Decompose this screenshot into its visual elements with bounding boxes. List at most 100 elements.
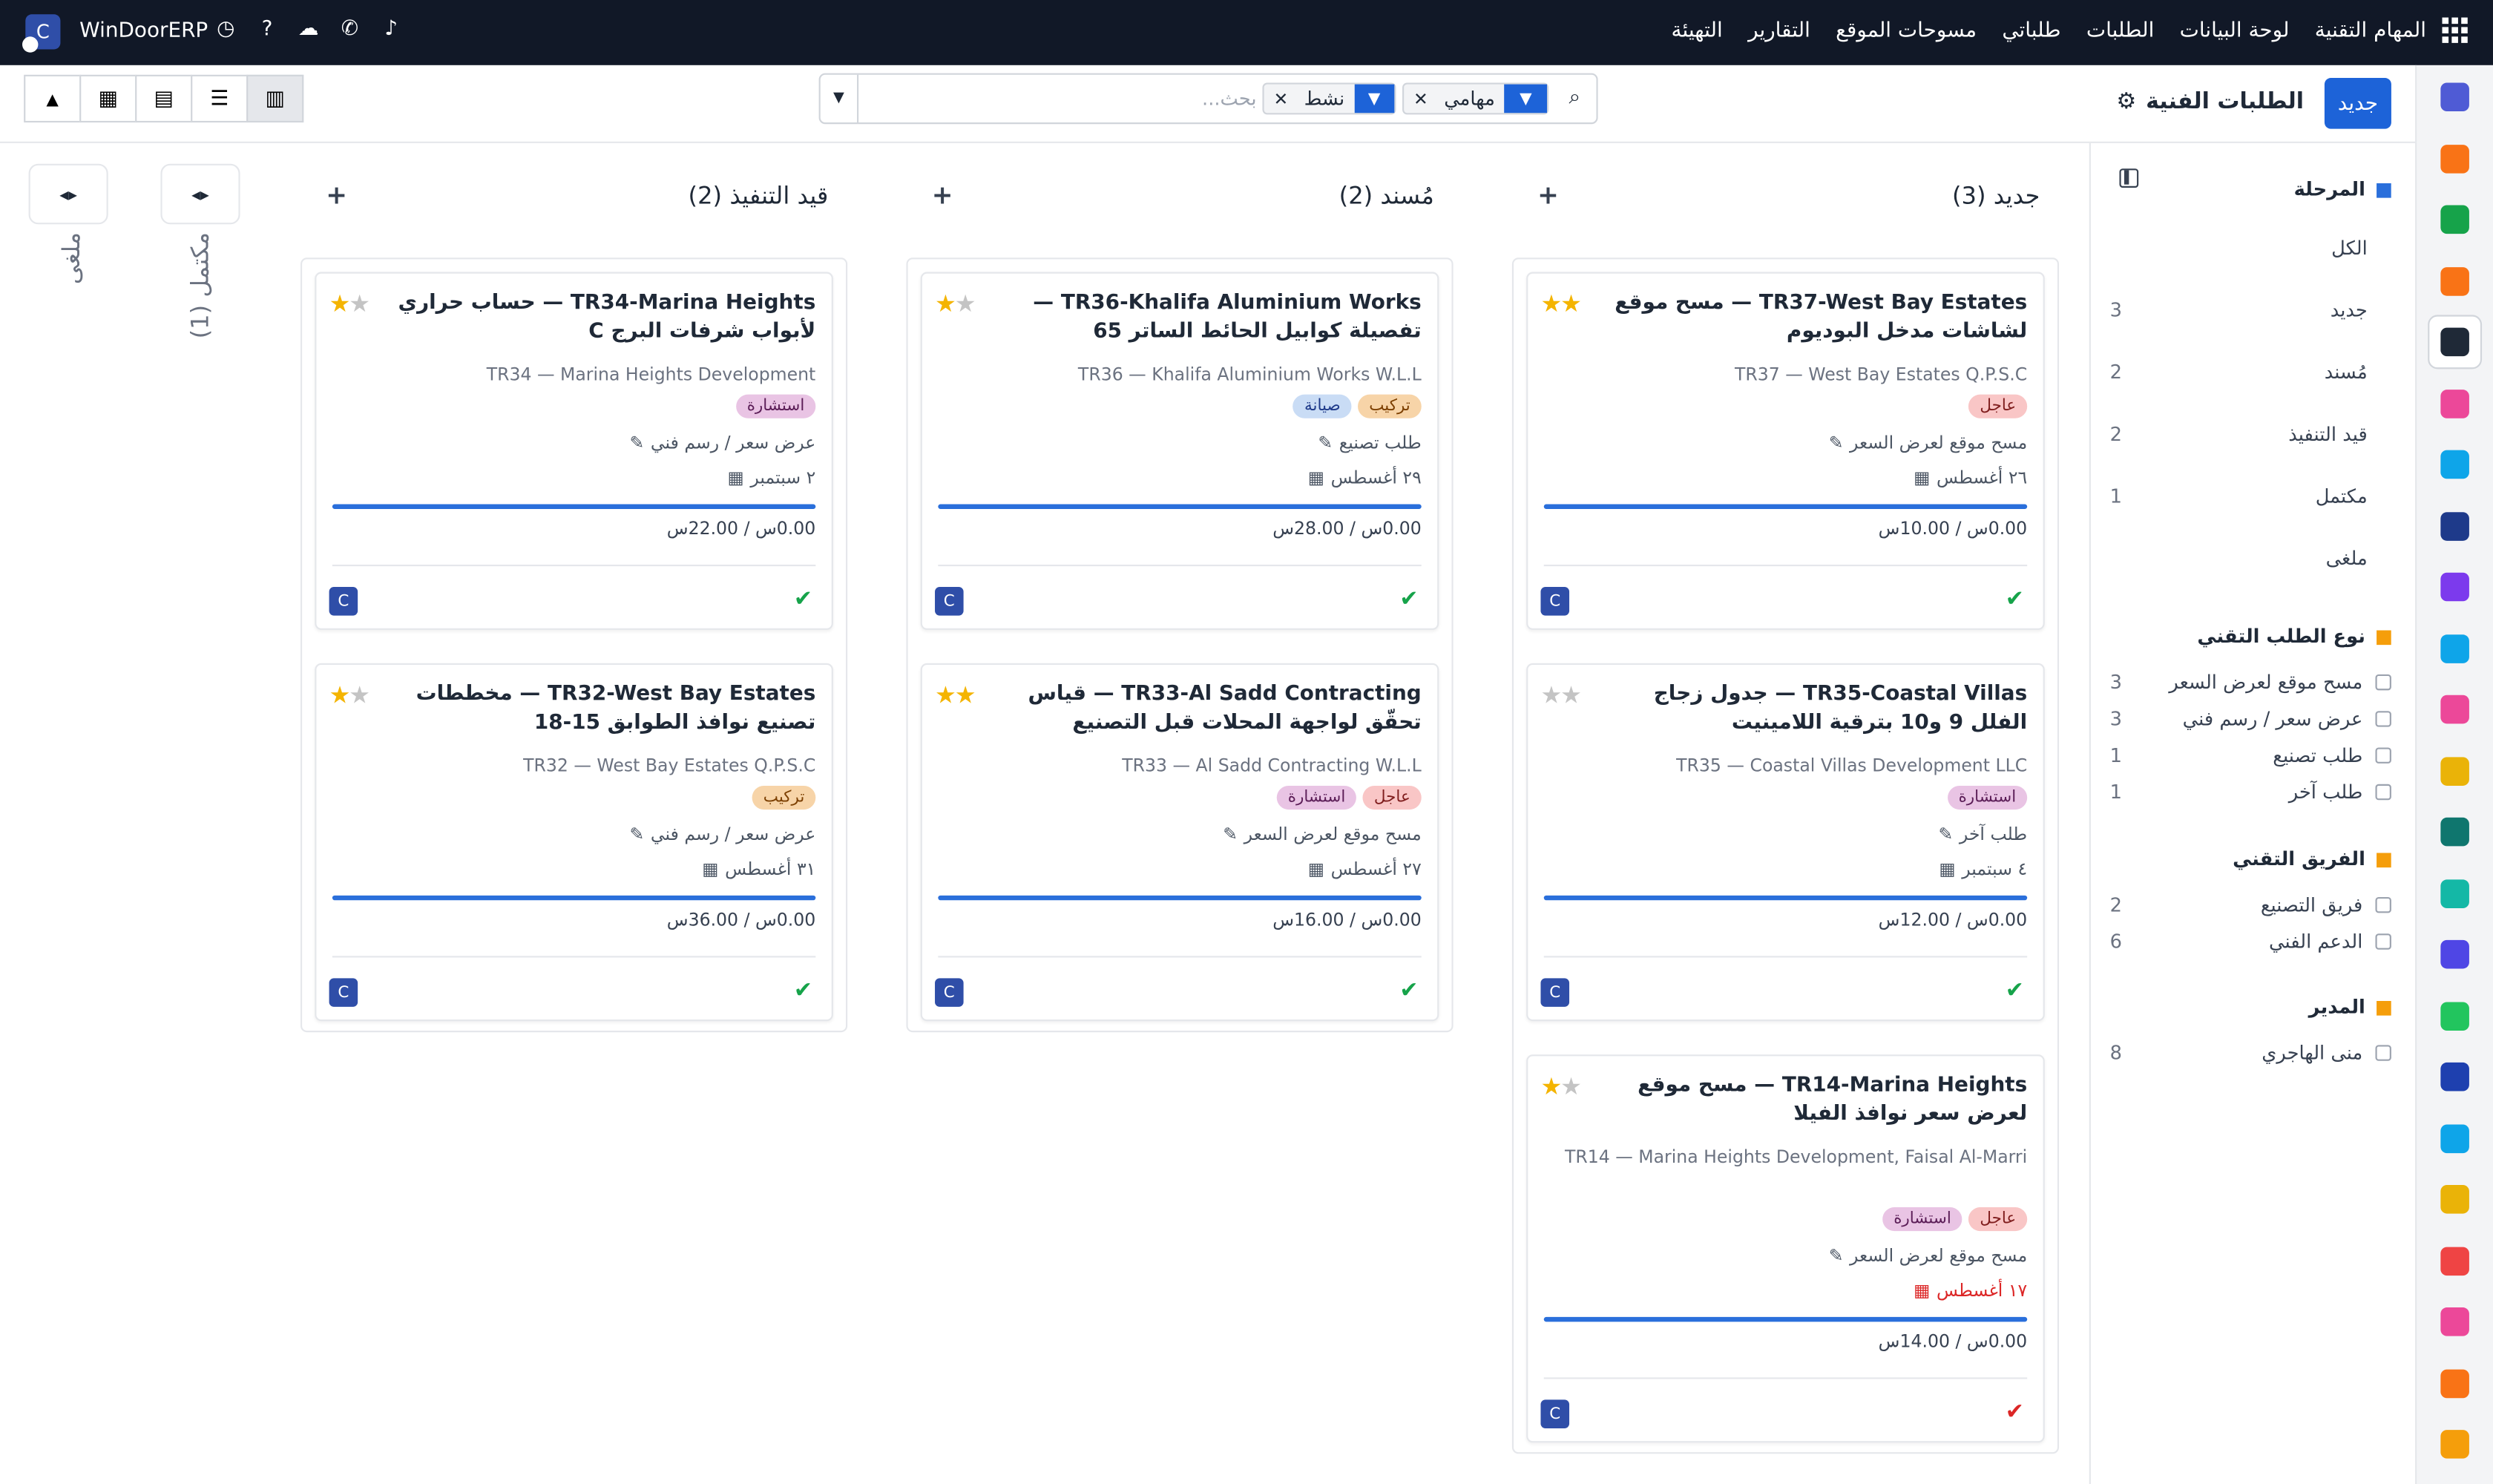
- status-done-icon[interactable]: ✔: [2005, 978, 2024, 1004]
- checkbox[interactable]: [2375, 896, 2391, 913]
- column-title[interactable]: مُسند (2): [1339, 181, 1434, 210]
- assignee-avatar[interactable]: C: [935, 978, 964, 1007]
- assignee-avatar[interactable]: C: [935, 586, 964, 616]
- star-empty-icon[interactable]: ★: [349, 680, 370, 710]
- assignee-avatar[interactable]: C: [1540, 978, 1570, 1007]
- filter-checkbox-item[interactable]: منى الهاجري 8: [2110, 1039, 2391, 1068]
- priority-stars[interactable]: ★★: [935, 680, 976, 710]
- star-filled-icon[interactable]: ★: [329, 680, 351, 710]
- search-input[interactable]: بحث...: [1202, 87, 1257, 110]
- menu-item[interactable]: التقارير: [1748, 19, 1810, 43]
- stage-filter-item[interactable]: مُسند 2: [2110, 358, 2368, 387]
- filter-checkbox-item[interactable]: طلب آخر 1: [2110, 778, 2391, 807]
- search-icon[interactable]: ⌕: [1569, 85, 1581, 110]
- new-button[interactable]: جديد: [2324, 78, 2391, 129]
- panel-toggle-icon[interactable]: [2119, 168, 2139, 188]
- kanban-card[interactable]: TR32-West Bay Estates — مخططات تصنيع نوا…: [315, 663, 833, 1022]
- star-empty-icon[interactable]: ★: [1560, 1071, 1582, 1101]
- stage-filter-item[interactable]: مكتمل 1: [2110, 482, 2368, 511]
- star-empty-icon[interactable]: ★: [1540, 680, 1562, 710]
- app-name[interactable]: WinDoorERP: [79, 19, 208, 43]
- app-icon[interactable]: [2440, 389, 2469, 418]
- menu-item[interactable]: الطلبات: [2086, 19, 2155, 43]
- column-title[interactable]: جديد (3): [1951, 181, 2040, 210]
- priority-stars[interactable]: ★★: [1540, 289, 1582, 318]
- menu-item[interactable]: مسوحات الموقع: [1836, 19, 1977, 43]
- star-filled-icon[interactable]: ★: [1540, 289, 1562, 318]
- star-filled-icon[interactable]: ★: [329, 289, 351, 318]
- app-icon[interactable]: [2440, 1246, 2469, 1275]
- status-done-icon[interactable]: ✔: [2005, 586, 2024, 613]
- card-title[interactable]: TR35-Coastal Villas — جدول زجاج الفلل 9 …: [1653, 682, 2028, 735]
- card-title[interactable]: TR32-West Bay Estates — مخططات تصنيع نوا…: [416, 682, 816, 735]
- facet-my-tasks[interactable]: ✕ مهامي ▼: [1402, 82, 1549, 115]
- checkbox[interactable]: [2375, 933, 2391, 950]
- priority-stars[interactable]: ★★: [1540, 1071, 1582, 1101]
- priority-stars[interactable]: ★★: [329, 289, 371, 318]
- status-done-icon[interactable]: ✔: [793, 586, 813, 613]
- app-icon[interactable]: [2440, 450, 2469, 479]
- remove-facet-icon[interactable]: ✕: [1413, 88, 1428, 109]
- status-done-icon[interactable]: ✔: [1399, 978, 1419, 1004]
- app-icon[interactable]: [2440, 82, 2469, 112]
- quick-create-icon[interactable]: +: [1537, 180, 1559, 210]
- pivot-view-button[interactable]: ▦: [79, 74, 137, 123]
- app-icon[interactable]: [2440, 879, 2469, 907]
- menu-item[interactable]: التهيئة: [1671, 19, 1723, 43]
- kanban-card[interactable]: TR14-Marina Heights — مسح موقع لعرض سعر …: [1526, 1054, 2045, 1443]
- stage-filter-item[interactable]: الكل: [2110, 234, 2368, 263]
- kanban-view-button[interactable]: ▥: [246, 74, 304, 123]
- kanban-card[interactable]: TR37-West Bay Estates — مسح موقع لشاشات …: [1526, 272, 2045, 630]
- filter-checkbox-item[interactable]: الدعم الفني 6: [2110, 928, 2391, 956]
- bell-icon[interactable]: ♪: [384, 17, 398, 42]
- app-icon[interactable]: [2440, 817, 2469, 847]
- filter-checkbox-item[interactable]: عرض سعر / رسم فني 3: [2110, 705, 2391, 734]
- menu-item[interactable]: طلباتي: [2002, 19, 2061, 43]
- fold-toggle-cancelled[interactable]: ◂▸: [28, 163, 108, 225]
- menu-item[interactable]: لوحة البيانات: [2179, 19, 2290, 43]
- graph-view-button[interactable]: ▲: [24, 74, 82, 123]
- app-icon[interactable]: [2440, 1123, 2469, 1153]
- menu-item[interactable]: المهام التقنية: [2314, 19, 2427, 43]
- stage-filter-item[interactable]: ملغى: [2110, 544, 2368, 573]
- status-done-icon[interactable]: ✔: [793, 978, 813, 1004]
- card-title[interactable]: TR34-Marina Heights — حساب حراري لأبواب …: [398, 291, 816, 344]
- status-done-icon[interactable]: ✔: [1399, 586, 1419, 613]
- priority-stars[interactable]: ★★: [329, 680, 371, 710]
- assignee-avatar[interactable]: C: [1540, 1399, 1570, 1428]
- app-icon[interactable]: [2440, 1368, 2469, 1398]
- checkbox[interactable]: [2375, 1045, 2391, 1061]
- kanban-card[interactable]: TR35-Coastal Villas — جدول زجاج الفلل 9 …: [1526, 663, 2045, 1022]
- calendar-view-button[interactable]: ▤: [135, 74, 193, 123]
- app-icon[interactable]: [2440, 939, 2469, 969]
- assignee-avatar[interactable]: C: [329, 978, 358, 1007]
- checkbox[interactable]: [2375, 674, 2391, 691]
- app-icon[interactable]: [2440, 634, 2469, 663]
- card-title[interactable]: TR33-Al Sadd Contracting — قياس تحقّق لو…: [1028, 682, 1422, 735]
- app-icon[interactable]: [2440, 327, 2469, 357]
- app-icon[interactable]: [2440, 572, 2469, 602]
- app-icon[interactable]: [2440, 1184, 2469, 1214]
- chat-icon[interactable]: ☁: [298, 17, 319, 42]
- filter-checkbox-item[interactable]: مسح موقع لعرض السعر 3: [2110, 668, 2391, 697]
- filter-checkbox-item[interactable]: طلب تصنيع 1: [2110, 741, 2391, 770]
- app-icon[interactable]: [2440, 1001, 2469, 1030]
- stage-filter-item[interactable]: جديد 3: [2110, 296, 2368, 325]
- stage-filter-item[interactable]: قيد التنفيذ 2: [2110, 420, 2368, 449]
- app-icon[interactable]: [2440, 266, 2469, 295]
- assignee-avatar[interactable]: C: [1540, 586, 1570, 616]
- priority-stars[interactable]: ★★: [935, 289, 976, 318]
- app-icon[interactable]: [2440, 143, 2469, 173]
- fold-toggle-done[interactable]: ◂▸: [160, 163, 240, 225]
- kanban-card[interactable]: TR36-Khalifa Aluminium Works — تفصيلة كو…: [920, 272, 1439, 630]
- app-icon[interactable]: [2440, 756, 2469, 785]
- star-filled-icon[interactable]: ★: [935, 680, 956, 710]
- app-icon[interactable]: [2440, 695, 2469, 724]
- card-title[interactable]: TR14-Marina Heights — مسح موقع لعرض سعر …: [1638, 1073, 2028, 1126]
- folded-column-done[interactable]: مكتمل (1): [185, 232, 215, 339]
- star-filled-icon[interactable]: ★: [954, 680, 976, 710]
- card-title[interactable]: TR37-West Bay Estates — مسح موقع لشاشات …: [1615, 291, 2028, 344]
- app-grid-icon[interactable]: [2442, 17, 2468, 43]
- chevron-down-icon[interactable]: ▼: [821, 74, 859, 123]
- star-empty-icon[interactable]: ★: [349, 289, 370, 318]
